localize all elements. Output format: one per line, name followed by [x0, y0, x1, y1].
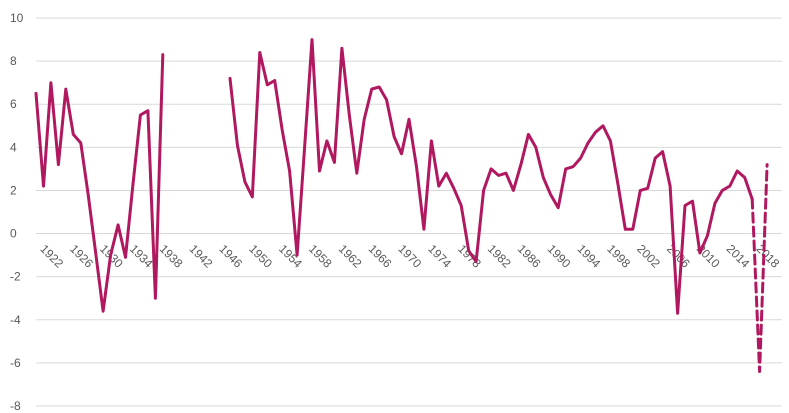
series-line-forecast	[750, 163, 769, 373]
x-tick-label: 1958	[306, 242, 335, 271]
x-tick-label: 1974	[425, 242, 454, 271]
x-tick-label: 1990	[545, 242, 574, 271]
x-tick-label: 1966	[366, 242, 395, 271]
x-tick-label: 1982	[485, 242, 514, 271]
x-tick-label: 1942	[187, 242, 216, 271]
x-tick-label: 1926	[67, 242, 96, 271]
y-tick-label: -8	[10, 399, 21, 413]
y-tick-label: 6	[10, 97, 17, 111]
x-tick-label: 1998	[604, 242, 633, 271]
y-tick-label: 4	[10, 140, 17, 154]
y-tick-label: 2	[10, 183, 17, 197]
y-tick-label: -4	[10, 313, 21, 327]
x-axis-ticks: 1922 1926 1930 1934 1938 1942 1946 1950 1954 1958…	[37, 242, 782, 271]
x-tick-label: 1962	[336, 242, 365, 271]
y-tick-label: 10	[10, 11, 24, 25]
x-tick-label: 1938	[157, 242, 186, 271]
x-tick-label: 1954	[276, 242, 305, 271]
x-tick-label: 2006	[664, 242, 693, 271]
x-tick-label: 2002	[634, 242, 663, 271]
y-tick-label: 0	[10, 227, 17, 241]
x-tick-label: 1946	[216, 242, 245, 271]
x-tick-label: 1970	[395, 242, 424, 271]
x-tick-label: 1922	[37, 242, 66, 271]
series-lines	[34, 38, 769, 373]
x-tick-label: 1978	[455, 242, 484, 271]
y-axis-ticks: 10 8 6 4 2 0 -2 -4 -6 -8	[10, 11, 24, 413]
y-tick-label: -6	[10, 356, 21, 370]
x-tick-label: 2018	[753, 242, 782, 271]
y-tick-label: 8	[10, 54, 17, 68]
gridlines	[36, 17, 782, 407]
x-tick-label: 2014	[724, 242, 753, 271]
x-tick-label: 1986	[515, 242, 544, 271]
y-tick-label: -2	[10, 270, 21, 284]
x-tick-label: 1950	[246, 242, 275, 271]
series-line-2	[228, 38, 754, 315]
x-tick-label: 1934	[127, 242, 156, 271]
x-tick-label: 1994	[574, 242, 603, 271]
series-line-1	[34, 53, 165, 313]
